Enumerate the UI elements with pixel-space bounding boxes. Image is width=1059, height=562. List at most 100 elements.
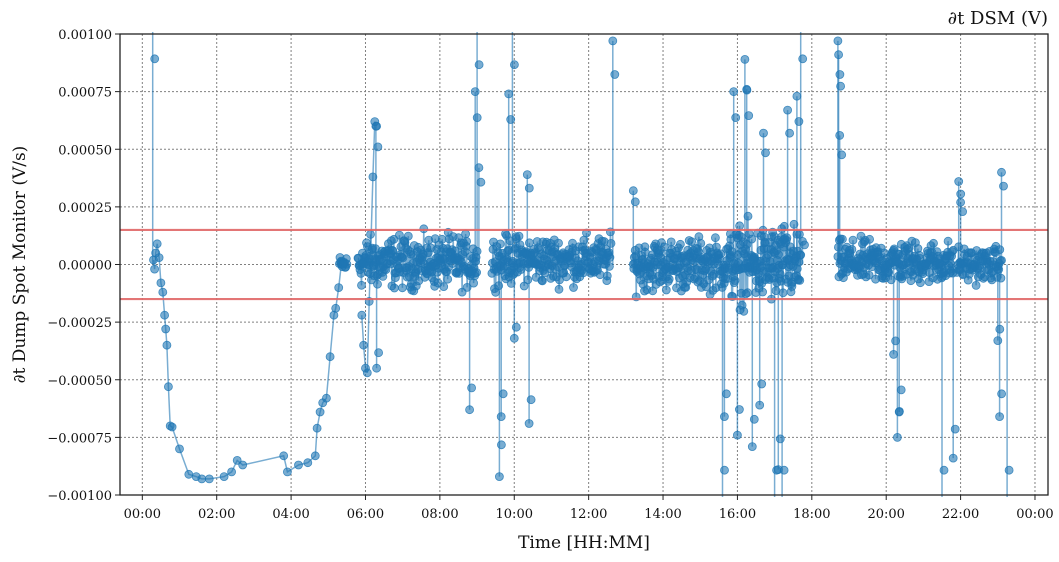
data-point [561,272,571,282]
data-point [775,434,785,444]
data-point [731,113,741,122]
data-point [197,474,207,484]
data-point [884,267,894,277]
data-point [610,70,620,79]
data-point [722,389,731,399]
data-point [835,130,845,140]
data-point [167,422,177,432]
data-point [312,423,322,433]
data-point [331,303,341,313]
y-tick-label: −0.00075 [47,431,112,446]
data-point [474,163,484,173]
data-point [184,469,194,479]
data-point [461,229,471,239]
data-series [149,32,1014,497]
data-point [397,283,407,293]
x-tick-label: 00:00 [1016,507,1053,522]
data-point [325,352,335,362]
data-point [160,310,170,320]
data-point [371,121,381,131]
data-point [554,284,564,294]
data-point [342,259,352,269]
data-point [443,274,453,284]
data-point [303,458,313,468]
x-tick-label: 00:00 [124,507,161,522]
data-point [494,472,504,482]
data-point [893,432,902,442]
data-point [366,229,375,239]
data-point [757,379,767,389]
data-point [630,197,640,207]
data-point [733,430,742,440]
data-point [359,340,369,350]
data-point [835,70,845,79]
data-point [755,400,765,410]
data-point [602,271,612,281]
y-tick-label: 0.00050 [58,143,112,158]
data-point [504,89,514,99]
data-point [506,115,516,124]
data-point [792,91,802,101]
data-point [595,270,605,280]
data-point [398,253,408,263]
y-tick-label: 0.00025 [58,201,112,216]
data-point [362,368,372,378]
data-point [696,238,706,248]
data-point [939,465,949,475]
data-point [848,235,858,245]
data-point [779,465,789,475]
data-point [462,236,472,246]
data-point [943,236,953,246]
data-point [511,322,521,332]
x-tick-label: 10:00 [496,507,533,522]
data-point [389,283,399,293]
chart-title: ∂t DSM (V) [948,8,1048,29]
data-point [795,275,805,285]
data-point [496,412,506,422]
data-point [158,287,168,297]
data-point [735,221,744,231]
data-point [747,442,757,452]
data-point [554,238,563,248]
data-point [995,245,1005,255]
data-point [785,128,794,138]
data-point [510,60,519,70]
data-point [606,238,616,248]
data-point [676,239,685,249]
data-point [716,249,726,259]
data-point [836,81,845,91]
data-point [834,50,843,60]
data-point [163,382,173,392]
y-tick-label: −0.00050 [47,374,112,389]
data-point [758,287,767,297]
data-point [664,274,674,284]
data-point [744,111,754,120]
data-point [238,460,248,470]
x-axis-label: Time [HH:MM] [518,533,650,553]
data-point [889,349,898,359]
data-point [742,84,752,94]
data-point [661,285,671,295]
x-tick-label: 12:00 [570,507,607,522]
data-point [294,460,303,470]
data-point [847,244,857,254]
data-point [739,306,749,316]
data-point [864,270,874,280]
data-point [465,405,475,415]
data-point [538,276,547,286]
data-point [373,279,382,289]
data-point [956,189,966,199]
data-point [227,467,237,477]
data-point [524,183,534,193]
data-point [999,181,1008,191]
data-point [747,234,757,244]
data-point [498,389,508,399]
data-point [789,219,799,229]
data-point [474,60,484,70]
data-point [357,310,367,320]
data-point [891,336,900,346]
data-point [469,278,479,288]
data-point [608,36,618,46]
data-point [368,172,378,182]
